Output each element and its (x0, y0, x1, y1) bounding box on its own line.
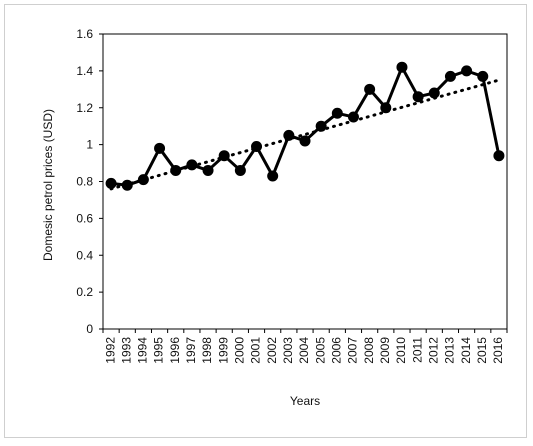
y-tick-label: 1 (86, 138, 93, 152)
x-tick-label: 2013 (443, 337, 457, 364)
y-axis: 0 0.2 0.4 0.6 0.8 1 1.2 1.4 1.6 (76, 27, 103, 336)
x-tick-label: 1995 (152, 337, 166, 364)
data-point (283, 129, 295, 141)
x-tick-label: 2002 (265, 337, 279, 364)
x-tick-label: 1997 (184, 337, 198, 364)
series-layer (105, 61, 505, 191)
x-tick-label: 2009 (378, 337, 392, 364)
data-point (428, 87, 440, 99)
x-tick-label: 2010 (394, 337, 408, 364)
y-tick-label: 0 (86, 322, 93, 336)
x-tick-label: 1992 (103, 337, 117, 364)
data-point (218, 150, 230, 162)
y-tick-label: 0.4 (76, 248, 93, 262)
data-point (137, 174, 149, 186)
x-tick-label: 2014 (459, 337, 473, 364)
chart-frame (4, 4, 527, 438)
x-tick-label: 2011 (410, 337, 424, 363)
data-point (170, 164, 182, 176)
y-tick-label: 0.8 (76, 175, 93, 189)
data-point (444, 70, 456, 82)
x-axis-title: Years (290, 394, 320, 408)
x-tick-label: 2005 (313, 337, 327, 364)
y-tick-label: 0.2 (76, 285, 93, 299)
data-point (202, 164, 214, 176)
x-tick-label: 2012 (426, 337, 440, 364)
x-tick-label: 2006 (329, 337, 343, 364)
data-point (380, 102, 392, 114)
data-point (154, 142, 166, 154)
x-tick-label: 2001 (249, 337, 263, 364)
data-point (412, 91, 424, 103)
data-point (331, 107, 343, 119)
y-tick-label: 1.6 (76, 27, 93, 41)
x-tick-label: 2004 (297, 337, 311, 364)
data-point (396, 61, 408, 73)
data-point (315, 120, 327, 132)
data-point (186, 159, 198, 171)
x-tick-label: 2015 (475, 337, 489, 364)
x-tick-label: 1998 (200, 337, 214, 364)
x-tick-label: 1994 (136, 337, 150, 364)
y-tick-label: 1.2 (76, 101, 93, 115)
y-tick-label: 1.4 (76, 64, 93, 78)
x-tick-label: 2000 (233, 337, 247, 364)
data-point (121, 179, 133, 191)
series-line-prices (110, 65, 501, 187)
data-point (364, 83, 376, 95)
data-point (267, 170, 279, 182)
data-point (477, 70, 489, 82)
series-line-trend (109, 78, 501, 191)
data-point (105, 177, 117, 189)
x-tick-label: 2008 (362, 337, 376, 364)
data-point (347, 111, 359, 123)
trendline-layer (109, 78, 501, 191)
x-tick-label: 1999 (216, 337, 230, 364)
data-point (461, 65, 473, 77)
x-tick-label: 2016 (491, 337, 505, 364)
x-tick-label: 2003 (281, 337, 295, 364)
data-point (251, 140, 263, 152)
x-axis: 1992 1993 1994 1995 1996 1997 1998 1999 2000 2001… (102, 329, 508, 364)
y-axis-title: Domesic petrol prices (USD) (41, 109, 55, 261)
x-tick-label: 2007 (346, 337, 360, 364)
x-tick-label: 1993 (119, 337, 133, 364)
data-point (299, 135, 311, 147)
data-point (234, 164, 246, 176)
data-point (493, 150, 505, 162)
y-tick-label: 0.6 (76, 211, 93, 225)
x-tick-label: 1996 (168, 337, 182, 364)
